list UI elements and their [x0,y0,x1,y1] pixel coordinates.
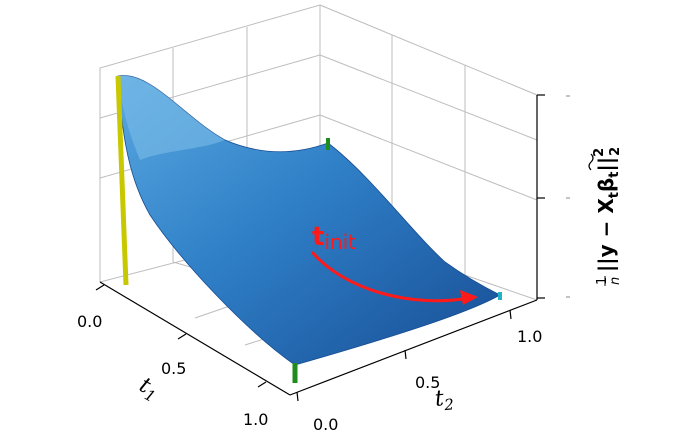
t2-tick-0: 0.0 [313,415,338,434]
trajectory-arrow [310,251,471,303]
t2-axis-label: t2 [434,385,455,414]
t1-axis-label: t1 [134,373,163,406]
corner-marker-yellow [115,75,129,286]
svg-text:||y − Xtβt||22: ||y − Xtβt||22 [592,147,623,272]
svg-text:1: 1 [595,277,610,285]
t1-tick-2: 1.0 [243,410,268,429]
z-tick-dashes [566,95,570,298]
tick-marks [95,94,545,402]
svg-text:n: n [608,277,623,285]
surface-highlight [118,75,225,160]
z-axis-label: 1 n ||y − Xtβt||22 [588,147,623,286]
t2-tick-1: 0.5 [415,373,440,392]
annotation-label: tinit [312,222,356,254]
trajectory-arrowhead [460,290,478,305]
t2-tick-2: 1.0 [517,327,542,346]
t1-tick-0: 0.0 [77,312,102,331]
loss-surface [117,75,501,366]
t1-tick-1: 0.5 [161,359,186,378]
